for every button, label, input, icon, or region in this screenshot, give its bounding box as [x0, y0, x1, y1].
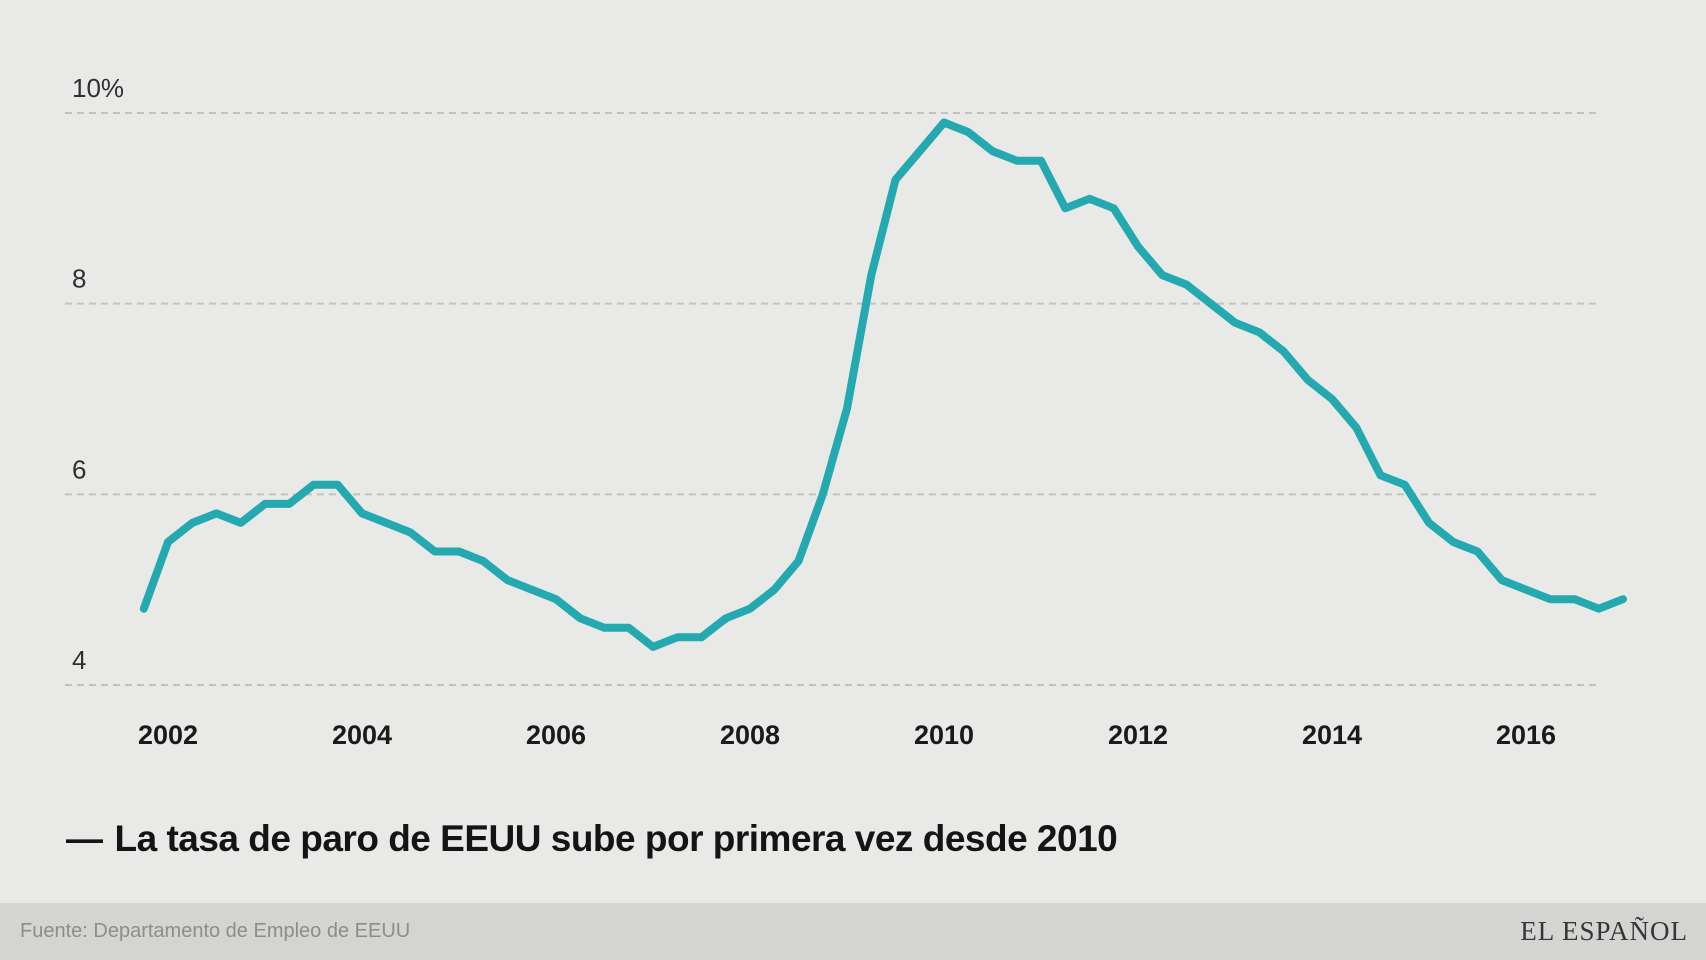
- y-axis-labels: 10% 8 6 4: [72, 73, 124, 675]
- x-tick-label: 2016: [1496, 720, 1556, 750]
- unemployment-rate-line: [139, 118, 1627, 651]
- x-tick-label: 2004: [332, 720, 392, 750]
- y-tick-label: 8: [72, 264, 86, 294]
- source-attribution: Fuente: Departamento de Empleo de EEUU: [20, 920, 411, 942]
- x-tick-label: 2002: [138, 720, 198, 750]
- x-tick-label: 2014: [1302, 720, 1362, 750]
- chart-caption: — La tasa de paro de EEUU sube por primer…: [66, 818, 1118, 860]
- x-tick-label: 2008: [720, 720, 780, 750]
- y-tick-label: 10%: [72, 73, 124, 103]
- el-espanol-logo: EL ESPAÑOL: [1520, 916, 1688, 946]
- footer-bar: Fuente: Departamento de Empleo de EEUU E…: [0, 903, 1706, 960]
- x-tick-label: 2012: [1108, 720, 1168, 750]
- y-tick-label: 6: [72, 454, 86, 484]
- x-axis-labels: 2002 2004 2006 2008 2010 2012 2014 2016: [138, 720, 1556, 750]
- x-tick-label: 2010: [914, 720, 974, 750]
- caption-text: La tasa de paro de EEUU sube por primera…: [114, 818, 1118, 859]
- x-tick-label: 2006: [526, 720, 586, 750]
- gridlines-layer: [65, 112, 1600, 686]
- caption-dash-icon: —: [66, 818, 103, 859]
- series-layer: [139, 118, 1627, 651]
- y-tick-label: 4: [72, 645, 86, 675]
